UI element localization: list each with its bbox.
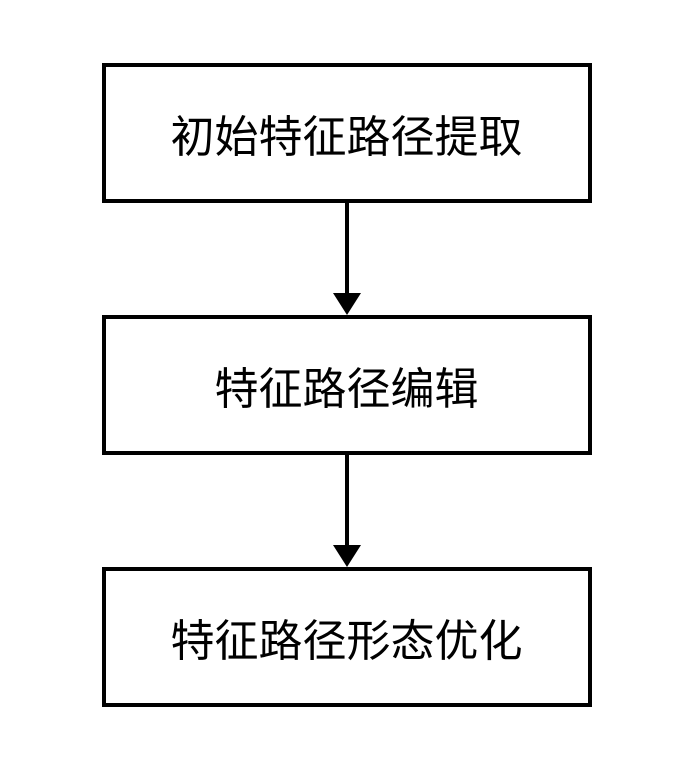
flowchart-arrow-2 bbox=[333, 455, 361, 567]
flowchart-node-2-label: 特征路径编辑 bbox=[215, 353, 479, 417]
flowchart-node-2: 特征路径编辑 bbox=[102, 315, 592, 455]
flowchart-container: 初始特征路径提取 特征路径编辑 特征路径形态优化 bbox=[102, 63, 592, 707]
arrow-line-icon bbox=[345, 203, 349, 293]
flowchart-node-3-label: 特征路径形态优化 bbox=[171, 605, 523, 669]
arrow-head-icon bbox=[333, 545, 361, 567]
flowchart-arrow-1 bbox=[333, 203, 361, 315]
flowchart-node-1-label: 初始特征路径提取 bbox=[171, 101, 523, 165]
arrow-line-icon bbox=[345, 455, 349, 545]
flowchart-node-3: 特征路径形态优化 bbox=[102, 567, 592, 707]
flowchart-node-1: 初始特征路径提取 bbox=[102, 63, 592, 203]
arrow-head-icon bbox=[333, 293, 361, 315]
